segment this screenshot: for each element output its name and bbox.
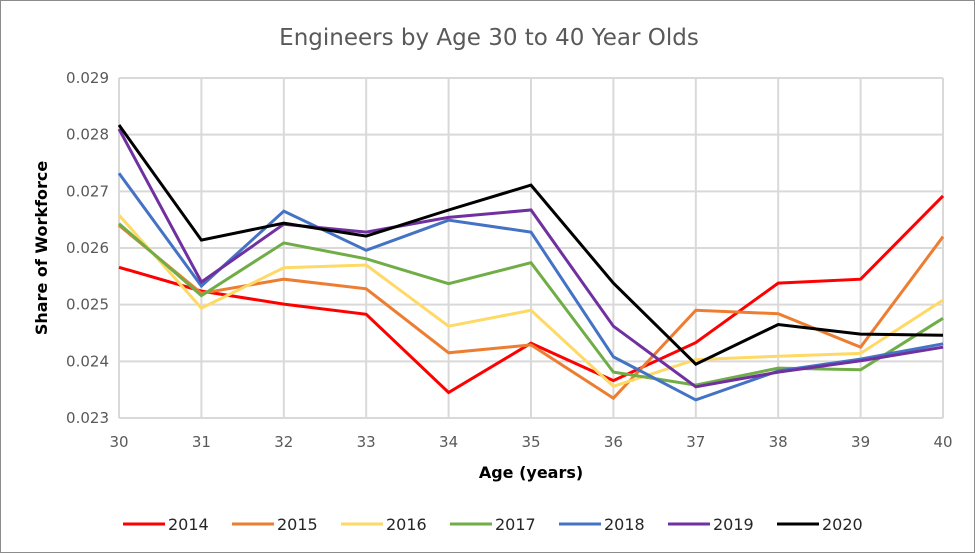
x-tick-label: 33 [357, 433, 376, 451]
legend-label: 2016 [386, 515, 427, 534]
x-tick-label: 37 [686, 433, 705, 451]
series-line-2016 [117, 214, 944, 388]
legend-item-2016: 2016 [341, 515, 427, 534]
x-tick-label: 35 [521, 433, 540, 451]
x-tick-label: 38 [769, 433, 788, 451]
series-line-2019 [117, 128, 944, 389]
x-tick-label: 34 [439, 433, 458, 451]
legend-item-2019: 2019 [668, 515, 754, 534]
y-axis-title: Share of Workforce [32, 161, 51, 335]
gridlines [118, 77, 944, 419]
legend-item-2018: 2018 [559, 515, 645, 534]
legend-label: 2014 [168, 515, 209, 534]
y-tick-label: 0.025 [66, 296, 109, 314]
chart-title: Engineers by Age 30 to 40 Year Olds [279, 25, 699, 51]
y-tick-label: 0.029 [66, 69, 109, 87]
legend-label: 2020 [822, 515, 863, 534]
x-tick-label: 31 [192, 433, 211, 451]
x-axis-title: Age (years) [479, 463, 583, 482]
series-line-2015 [118, 224, 945, 401]
series-line-2020 [117, 124, 944, 367]
y-tick-label: 0.028 [66, 126, 109, 144]
x-axis-ticks: 30 31 32 33 34 35 36 37 38 39 40 [109, 433, 952, 451]
legend-label: 2015 [277, 515, 318, 534]
series-line-2014 [118, 194, 945, 395]
x-tick-label: 30 [109, 433, 128, 451]
legend-label: 2017 [495, 515, 536, 534]
y-axis-ticks: 0.023 0.024 0.025 0.026 0.027 0.028 0.029 [66, 69, 109, 427]
legend-item-2020: 2020 [777, 515, 863, 534]
x-tick-label: 39 [851, 433, 870, 451]
legend-item-2017: 2017 [450, 515, 536, 534]
x-tick-label: 40 [933, 433, 952, 451]
y-tick-label: 0.027 [66, 182, 109, 200]
legend-item-2015: 2015 [232, 515, 318, 534]
legend-label: 2018 [604, 515, 645, 534]
series-lines [117, 124, 945, 402]
legend-label: 2019 [713, 515, 754, 534]
y-tick-label: 0.024 [66, 352, 109, 370]
legend-item-2014: 2014 [123, 515, 209, 534]
y-tick-label: 0.026 [66, 239, 109, 257]
x-tick-label: 36 [604, 433, 623, 451]
legend: 2014 2015 2016 2017 2018 2019 2020 [123, 515, 863, 534]
x-tick-label: 32 [274, 433, 293, 451]
y-tick-label: 0.023 [66, 409, 109, 427]
